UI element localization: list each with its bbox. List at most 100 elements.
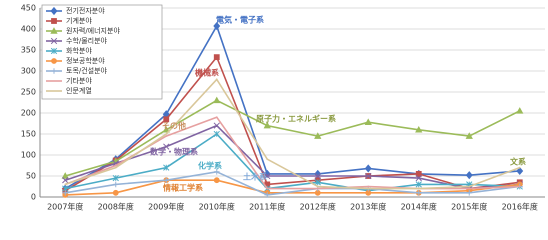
annotation: 文系 — [510, 157, 526, 167]
marker — [465, 171, 473, 180]
chart: 0 50 100 150 200 250 300 350 400 450 2007年度 2008年度 2… — [21, 4, 545, 212]
legend-label: 토목/건설분야 — [66, 66, 108, 75]
series — [64, 78, 521, 190]
marker — [51, 18, 57, 24]
series — [61, 96, 524, 179]
y-tick-label: 50 — [26, 172, 36, 181]
marker — [314, 179, 321, 186]
legend: 전기전자분야기계분야원자력/에너지분야수학/물리분야화학분야정보공학분야토목/건… — [41, 4, 163, 100]
x-tick-label: 2009年度 — [148, 202, 184, 212]
y-tick-label: 0 — [31, 193, 36, 202]
series — [64, 116, 521, 190]
marker — [213, 177, 220, 184]
marker — [162, 125, 170, 133]
marker — [213, 169, 220, 175]
point — [468, 185, 471, 188]
y-tick-label: 250 — [21, 88, 36, 97]
point — [417, 187, 420, 190]
point — [266, 187, 269, 190]
marker — [415, 174, 422, 182]
legend-label: 기타분야 — [66, 76, 92, 85]
marker — [415, 181, 422, 188]
point — [215, 116, 218, 118]
series-line — [65, 170, 520, 196]
legend-label: 화학분야 — [66, 46, 92, 55]
legend-label: 수학/물리분야 — [66, 36, 108, 45]
point — [165, 135, 168, 137]
marker — [415, 125, 423, 133]
marker — [163, 177, 170, 183]
marker — [213, 130, 220, 138]
point — [114, 166, 117, 169]
marker — [314, 172, 321, 180]
marker — [50, 6, 58, 16]
series-line — [65, 132, 520, 192]
point — [518, 166, 521, 169]
point — [64, 183, 67, 186]
point — [316, 185, 319, 188]
legend-label: 기계분야 — [66, 16, 92, 25]
point — [367, 187, 370, 190]
annotation: 原子力・エネルギー系 — [256, 114, 336, 124]
y-tick-label: 450 — [21, 4, 36, 13]
marker — [50, 37, 58, 45]
annotation: 数学・物理系 — [150, 147, 198, 157]
x-tick-label: 2016年度 — [502, 202, 538, 212]
marker — [465, 132, 473, 139]
series-line — [64, 24, 520, 190]
series-line — [65, 179, 520, 196]
marker — [516, 107, 524, 114]
point — [518, 185, 521, 188]
series-line — [64, 116, 520, 190]
y-tick-label: 150 — [21, 130, 36, 139]
y-tick-label: 400 — [21, 25, 36, 34]
marker — [415, 171, 422, 177]
x-tick-label: 2014年度 — [401, 202, 437, 212]
marker — [50, 47, 58, 55]
marker — [112, 174, 119, 182]
legend-label: 전기전자분야 — [66, 6, 105, 15]
marker — [163, 143, 170, 150]
annotation: 電気・電子系 — [216, 15, 264, 25]
marker — [263, 169, 271, 178]
marker — [61, 172, 69, 179]
marker — [314, 169, 322, 178]
series-line — [64, 55, 520, 192]
marker — [213, 96, 221, 104]
marker — [415, 190, 422, 196]
point — [165, 133, 168, 135]
point — [316, 187, 319, 190]
point — [367, 185, 370, 188]
x-tick-label: 2008年度 — [98, 202, 134, 212]
marker — [62, 190, 69, 196]
marker — [263, 121, 271, 129]
marker — [50, 27, 58, 34]
marker — [213, 54, 220, 61]
point — [468, 187, 471, 190]
series-line — [64, 78, 521, 190]
marker — [364, 164, 372, 173]
legend-box — [41, 4, 163, 100]
marker — [264, 192, 271, 198]
marker — [51, 68, 57, 74]
annotation: 機械系 — [195, 68, 219, 78]
legend-label: 인문계열 — [66, 86, 92, 95]
marker — [213, 122, 220, 129]
marker — [163, 164, 170, 171]
x-tick-label: 2013年度 — [350, 202, 386, 212]
y-tick-label: 200 — [21, 109, 36, 118]
x-tick-label: 2007年度 — [47, 202, 83, 212]
point — [215, 78, 218, 81]
marker — [112, 189, 119, 196]
marker — [163, 116, 170, 123]
marker — [365, 172, 372, 180]
annotation: 化学系 — [198, 161, 222, 171]
marker — [62, 177, 69, 184]
y-tick-label: 300 — [21, 67, 36, 76]
marker — [364, 118, 372, 125]
x-tick-label: 2010年度 — [199, 202, 235, 212]
marker — [314, 132, 322, 139]
x-tick-label: 2012年度 — [300, 202, 336, 212]
series-line — [64, 124, 520, 190]
marker — [466, 190, 473, 196]
